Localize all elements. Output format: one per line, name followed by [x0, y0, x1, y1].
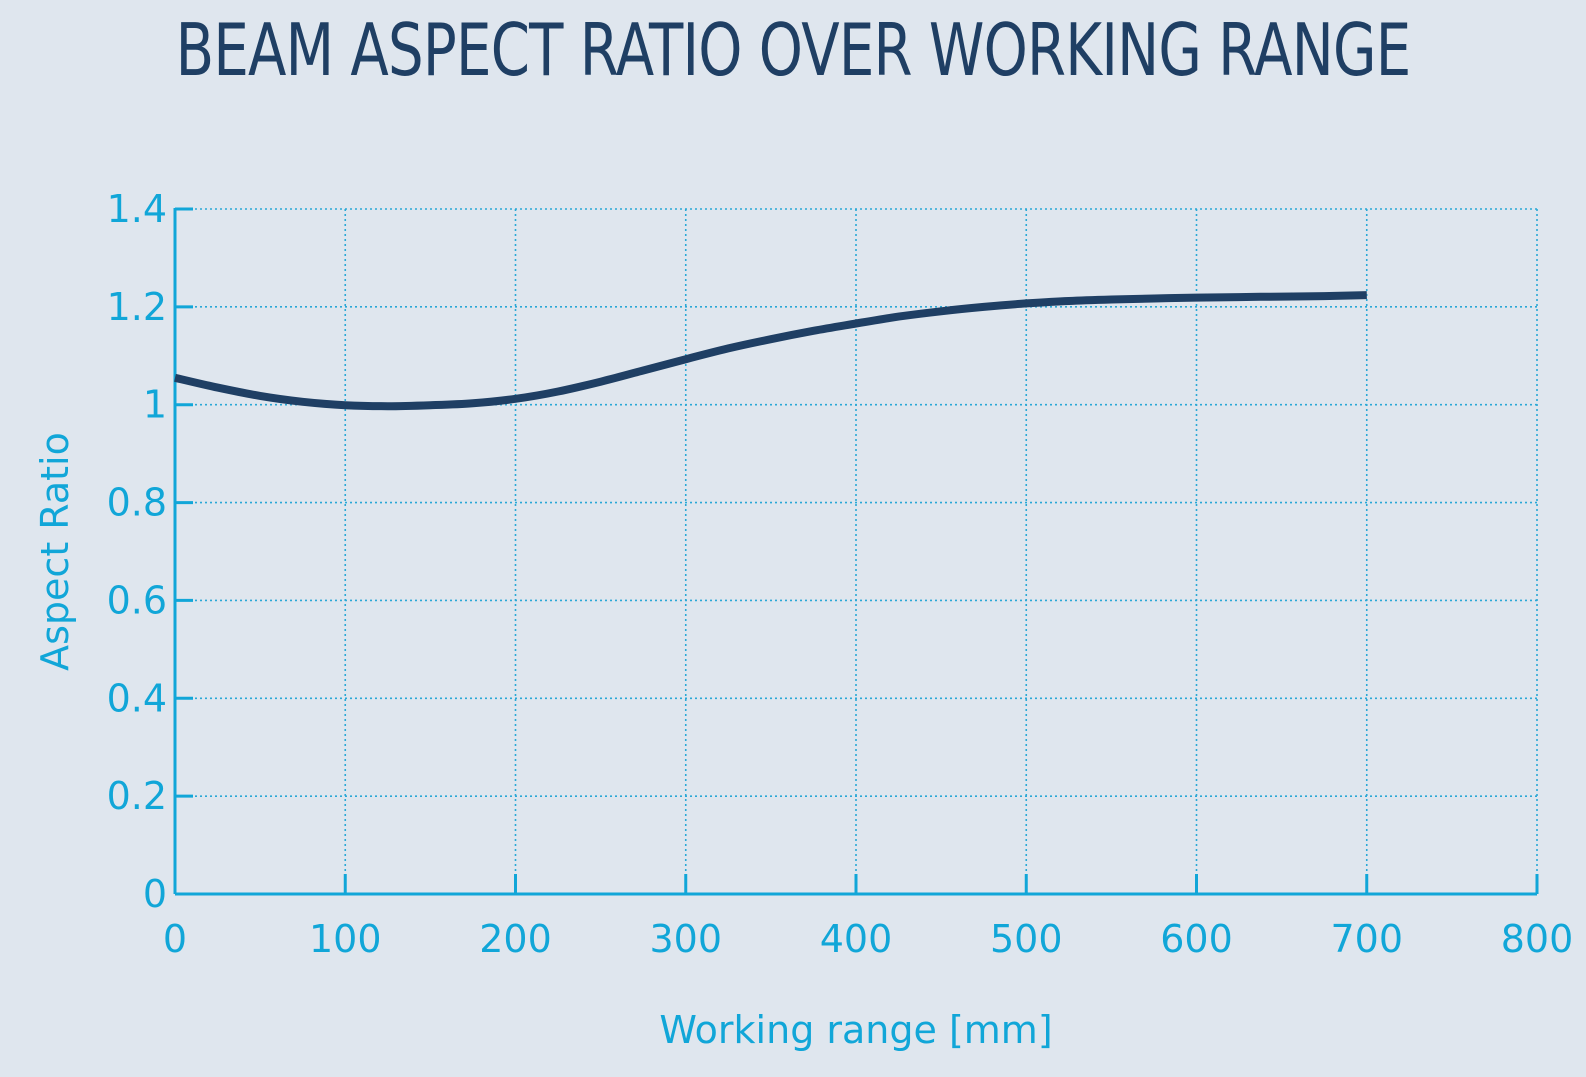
tick-labels: 0 0.2 0.4 0.6 0.8 1 1.2 1.4 0 100 200 300 400 500 600 7…	[107, 187, 1574, 961]
x-tick-label: 0	[163, 917, 187, 961]
y-tick-label: 0.8	[107, 481, 167, 525]
x-tick-label: 400	[820, 917, 893, 961]
y-tick-label: 1	[143, 383, 167, 427]
x-tick-label: 100	[309, 917, 382, 961]
series-line	[174, 291, 1367, 411]
y-axis-title: Aspect Ratio	[33, 432, 77, 671]
axes	[173, 207, 1539, 896]
y-tick-label: 0	[143, 872, 167, 916]
series-layer	[174, 291, 1367, 411]
x-tick-label: 200	[479, 917, 552, 961]
y-tick-label: 1.2	[107, 285, 167, 329]
chart-title: BEAM ASPECT RATIO OVER WORKING RANGE	[175, 8, 1412, 92]
y-tick-label: 1.4	[107, 187, 167, 231]
x-tick-label: 500	[990, 917, 1063, 961]
x-axis-title: Working range [mm]	[659, 1008, 1052, 1052]
x-tick-label: 700	[1330, 917, 1403, 961]
y-tick-label: 0.6	[107, 578, 167, 622]
grid-lines	[175, 208, 1538, 894]
y-tick-label: 0.4	[107, 676, 167, 720]
x-tick-label: 800	[1501, 917, 1574, 961]
x-tick-label: 300	[649, 917, 722, 961]
y-tick-label: 0.2	[107, 774, 167, 818]
x-tick-label: 600	[1160, 917, 1233, 961]
